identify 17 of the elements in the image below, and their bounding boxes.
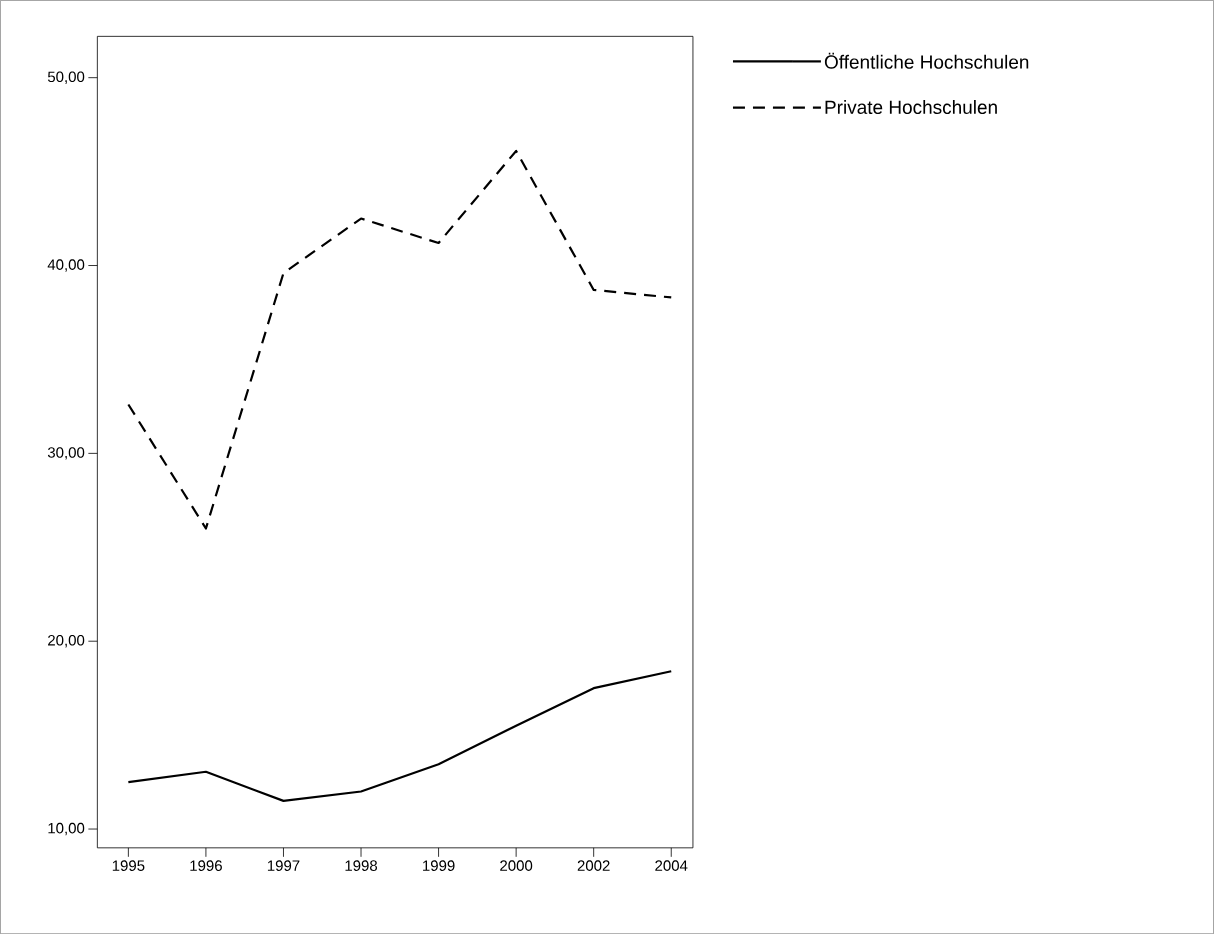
x-tick-label: 1995 (112, 860, 145, 871)
line-series (127, 149, 673, 530)
x-tick-label: 1997 (267, 860, 300, 871)
y-tick-label: 10,00 (48, 822, 85, 836)
y-tick-label: 30,00 (47, 447, 85, 460)
y-tick-label: 20,00 (48, 634, 85, 648)
legend-label: Öffentliche Hochschulen (824, 52, 1029, 69)
x-tick-label: 1996 (190, 860, 222, 871)
x-tick-label: 2002 (577, 860, 610, 871)
x-tick-label: 2004 (655, 860, 688, 871)
x-tick-label: 1998 (345, 860, 378, 871)
line-series (127, 670, 673, 802)
x-tick-label: 2000 (500, 860, 533, 871)
x-tick-label: 1999 (423, 860, 455, 871)
y-tick-label: 50,00 (47, 71, 85, 84)
legend-label: Private Hochschulen (825, 99, 997, 114)
y-tick-label: 40,00 (47, 259, 85, 272)
